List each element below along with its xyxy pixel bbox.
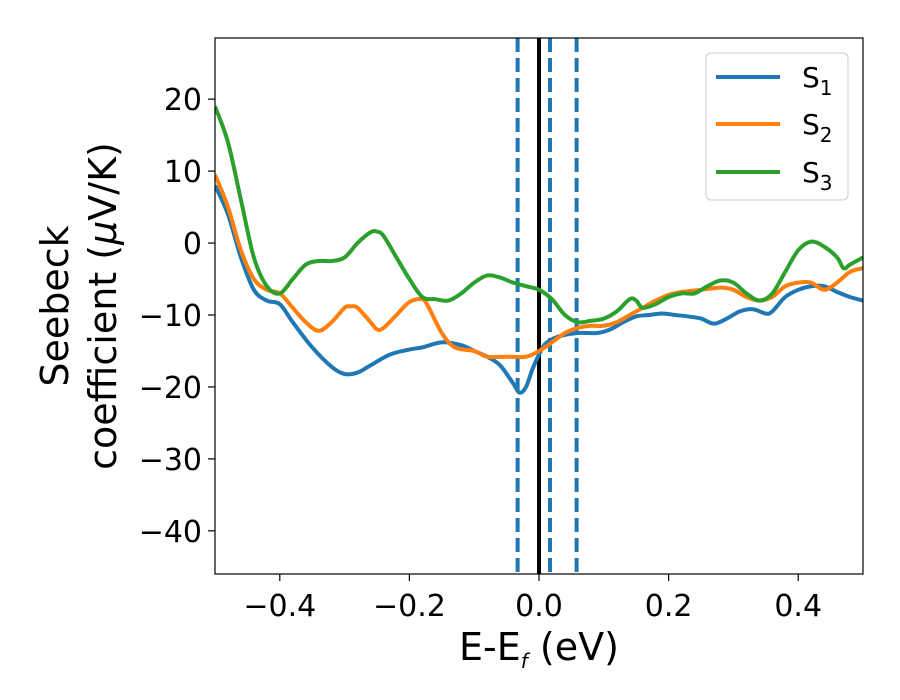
y-tick-label: −20: [139, 371, 202, 406]
x-tick-label: −0.4: [243, 589, 316, 624]
y-tick-label: −30: [139, 443, 202, 478]
y-tick-label: −40: [139, 515, 202, 550]
legend: S1 S2 S3: [705, 52, 849, 201]
x-tick-label: 0.4: [774, 589, 822, 624]
x-tick-label: 0.0: [515, 589, 563, 624]
y-tick-label: 0: [183, 227, 202, 262]
x-axis: −0.4 −0.2 0.0 0.2 0.4: [243, 574, 822, 624]
x-tick-label: −0.2: [373, 589, 446, 624]
legend-label-3: S3: [802, 156, 833, 195]
y-axis-label: Seebeck coefficient (μV/K): [33, 142, 125, 470]
legend-box: [705, 52, 849, 201]
legend-label-2: S2: [802, 108, 833, 147]
y-axis: −40 −30 −20 −10 0 10 20: [139, 83, 215, 550]
y-tick-label: −10: [139, 299, 202, 334]
y-tick-label: 20: [164, 83, 202, 118]
series-group: [215, 105, 863, 395]
legend-label-1: S1: [802, 61, 833, 100]
series-line-3: [215, 105, 863, 325]
x-axis-label: E-Ef (eV): [459, 625, 619, 673]
x-tick-label: 0.2: [645, 589, 693, 624]
vertical-lines: [515, 38, 579, 574]
y-tick-label: 10: [164, 155, 202, 190]
